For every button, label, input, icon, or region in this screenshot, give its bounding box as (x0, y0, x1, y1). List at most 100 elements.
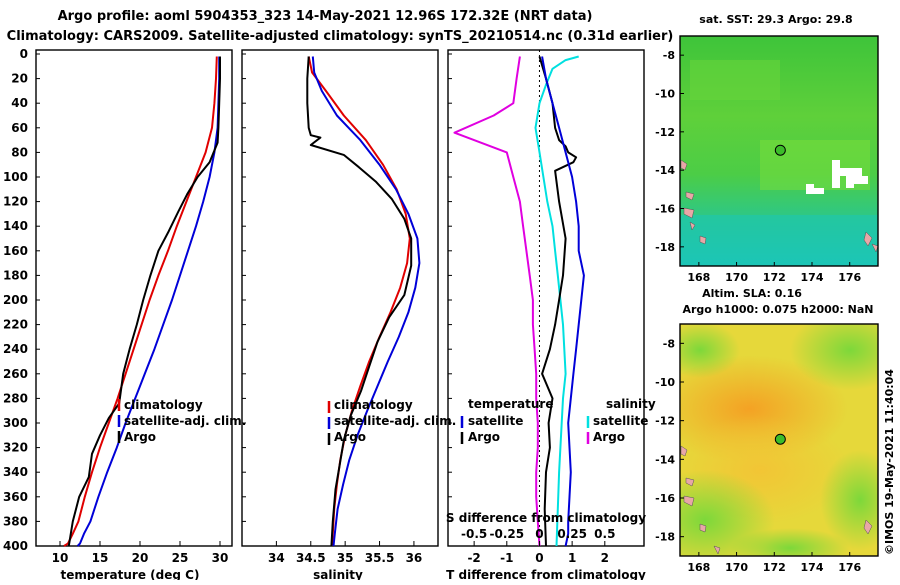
sla-map-subtitle: Argo h1000: 0.075 h2000: NaN (682, 303, 873, 316)
legend-satellite-label: satellite-adj. clim. (334, 414, 456, 428)
depth-tick-label: 360 (3, 490, 28, 504)
s-diff-tick-label: -0.25 (490, 527, 525, 541)
salinity-legend: climatology satellite-adj. clim. Argo (327, 398, 456, 445)
imos-timestamp: ©IMOS 19-May-2021 11:40:04 (883, 369, 896, 555)
sst-map-axes: 168 170 172 174 176 -8 -10 -12 -14 -16 -18 (655, 49, 861, 284)
islands (680, 159, 878, 253)
sla-low-region (730, 528, 850, 556)
salinity-panel (306, 56, 421, 547)
salinity-xlabel: salinity (313, 568, 363, 580)
depth-tick-label: 400 (3, 539, 28, 553)
s-difference-label: S difference from climatology (446, 511, 646, 525)
t-diff-tick-label: -2 (467, 551, 480, 565)
legend-t-satellite-label: satellite (468, 414, 523, 428)
depth-tick-label: 340 (3, 465, 28, 479)
lat-tick-label: -16 (655, 492, 675, 505)
temperature-legend: climatology satellite-adj. clim. Argo (117, 398, 246, 444)
series-line-argo (67, 56, 221, 547)
sst-cloud-mask (806, 160, 868, 194)
salinity-x-axis: 34 34.5 35 35.5 36 (268, 541, 422, 565)
lon-tick-label: 170 (725, 271, 748, 284)
series-line-satellite-adj-clim- (76, 56, 221, 547)
difference-legend: temperature salinity satellite Argo sate… (460, 397, 656, 444)
difference-panel (453, 50, 585, 547)
depth-tick-label: 200 (3, 293, 28, 307)
x-tick-label: 35.5 (365, 551, 395, 565)
x-tick-label: 36 (406, 551, 423, 565)
series-line-climatology (63, 56, 218, 547)
depth-tick-label: 80 (11, 145, 28, 159)
temperature-x-axis: 10 15 20 25 30 (52, 541, 229, 565)
temperature-panel (63, 56, 221, 547)
depth-tick-label: 320 (3, 441, 28, 455)
x-tick-label: 35 (337, 551, 354, 565)
x-tick-label: 10 (52, 551, 69, 565)
sla-map-frame (679, 323, 879, 557)
depth-tick-label: 20 (11, 72, 28, 86)
lat-tick-label: -14 (655, 453, 675, 466)
x-tick-label: 15 (92, 551, 109, 565)
lat-tick-label: -12 (655, 126, 675, 139)
depth-tick-label: 0 (20, 47, 28, 61)
legend-climatology-label: climatology (334, 398, 413, 412)
depth-tick-label: 60 (11, 121, 28, 135)
sla-low-region (790, 324, 878, 390)
legend-t-argo-label: Argo (468, 430, 500, 444)
depth-tick-label: 280 (3, 391, 28, 405)
series-line-temperature-satellite (453, 56, 541, 547)
depth-tick-label: 240 (3, 342, 28, 356)
lat-tick-label: -8 (663, 49, 675, 62)
lat-tick-label: -10 (655, 88, 675, 101)
lon-tick-label: 176 (838, 271, 861, 284)
legend-s-satellite-label: satellite (593, 414, 648, 428)
t-diff-tick-label: -1 (500, 551, 513, 565)
depth-tick-label: 160 (3, 244, 28, 258)
lat-tick-label: -18 (655, 531, 675, 544)
depth-tick-label: 40 (11, 96, 28, 110)
lat-tick-label: -16 (655, 203, 675, 216)
lat-tick-label: -8 (663, 337, 675, 350)
s-diff-tick-label: 0.25 (557, 527, 587, 541)
lon-tick-label: 168 (687, 561, 710, 574)
x-tick-label: 20 (132, 551, 149, 565)
figure-title-line1: Argo profile: aoml 5904353_323 14-May-20… (58, 9, 593, 24)
figure-title-line2: Climatology: CARS2009. Satellite-adjuste… (7, 29, 674, 44)
t-diff-tick-label: 1 (568, 551, 576, 565)
depth-tick-label: 260 (3, 367, 28, 381)
legend-satellite-label: satellite-adj. clim. (124, 414, 246, 428)
t-difference-label: T difference from climatology (446, 568, 646, 580)
legend-argo-label: Argo (334, 430, 366, 444)
depth-tick-label: 140 (3, 219, 28, 233)
lon-tick-label: 174 (801, 561, 824, 574)
legend-temperature-title: temperature (468, 397, 553, 411)
depth-tick-label: 380 (3, 514, 28, 528)
t-diff-tick-label: 0 (535, 551, 543, 565)
difference-x-axis: -2 -1 0 1 2 -0.5 -0.25 0 0.25 0.5 (461, 527, 615, 565)
x-tick-label: 34.5 (296, 551, 326, 565)
sst-map-title: sat. SST: 29.3 Argo: 29.8 (699, 13, 852, 26)
sla-map-axes: 168 170 172 174 176 -8 -10 -12 -14 -16 -18 (655, 337, 861, 574)
salinity-panel-frame (241, 49, 439, 547)
lon-tick-label: 174 (801, 271, 824, 284)
lat-tick-label: -14 (655, 164, 675, 177)
argo-location-marker (774, 433, 786, 445)
sst-warm-patch (690, 60, 780, 100)
lon-tick-label: 172 (763, 271, 786, 284)
sst-map-frame (679, 35, 879, 267)
x-tick-label: 30 (212, 551, 229, 565)
depth-tick-label: 180 (3, 268, 28, 282)
lon-tick-label: 176 (838, 561, 861, 574)
depth-tick-label: 220 (3, 318, 28, 332)
lat-tick-label: -12 (655, 415, 675, 428)
series-line-climatology (307, 56, 411, 547)
series-line-salinity-satellite (534, 55, 579, 547)
series-line-argo (306, 56, 413, 547)
series-line-satellite-adj-clim- (311, 56, 421, 547)
islands (680, 445, 873, 555)
lat-tick-label: -18 (655, 241, 675, 254)
sst-cool-band (680, 215, 878, 266)
lat-tick-label: -10 (655, 376, 675, 389)
series-line-salinity-satellite-adj (541, 56, 585, 547)
